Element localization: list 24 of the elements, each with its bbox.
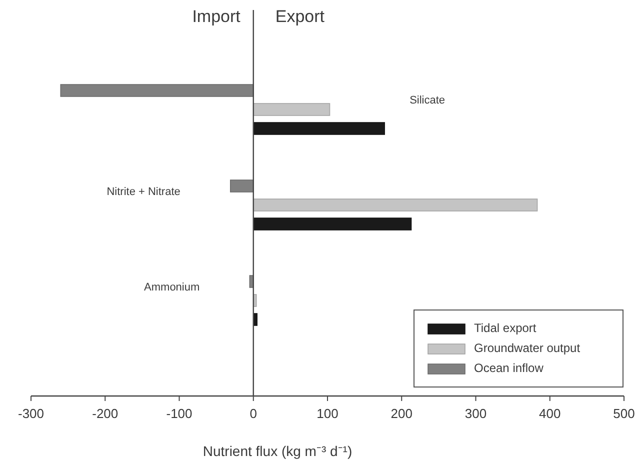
y-tick-label: Silicate [410,94,446,106]
y-tick-label: Ammonium [144,281,200,294]
annotation: Export [275,7,325,26]
x-axis-title: Nutrient flux (kg m⁻³ d⁻¹) [202,442,352,459]
legend-label: Ocean inflow [474,361,544,376]
y-tick-label: Nitrite + Nitrate [106,186,180,198]
x-tick-label: 0 [250,406,257,421]
x-tick-label: 500 [613,406,635,421]
x-tick-label: 200 [390,406,412,421]
annotation: Import [192,7,241,26]
x-tick-label: -300 [18,406,44,421]
bar [252,218,412,230]
x-tick-label: -100 [166,406,192,421]
x-tick-label: -200 [92,406,118,421]
bar [60,84,254,97]
x-tick-label: 400 [539,406,561,421]
legend-label: Tidal export [474,321,537,336]
x-tick-label: 300 [464,406,487,421]
bar [252,103,330,116]
x-tick-label: 100 [316,406,338,421]
bar [230,180,254,192]
bar [252,198,538,212]
legend-label: Groundwater output [474,341,581,356]
bar [252,122,385,135]
